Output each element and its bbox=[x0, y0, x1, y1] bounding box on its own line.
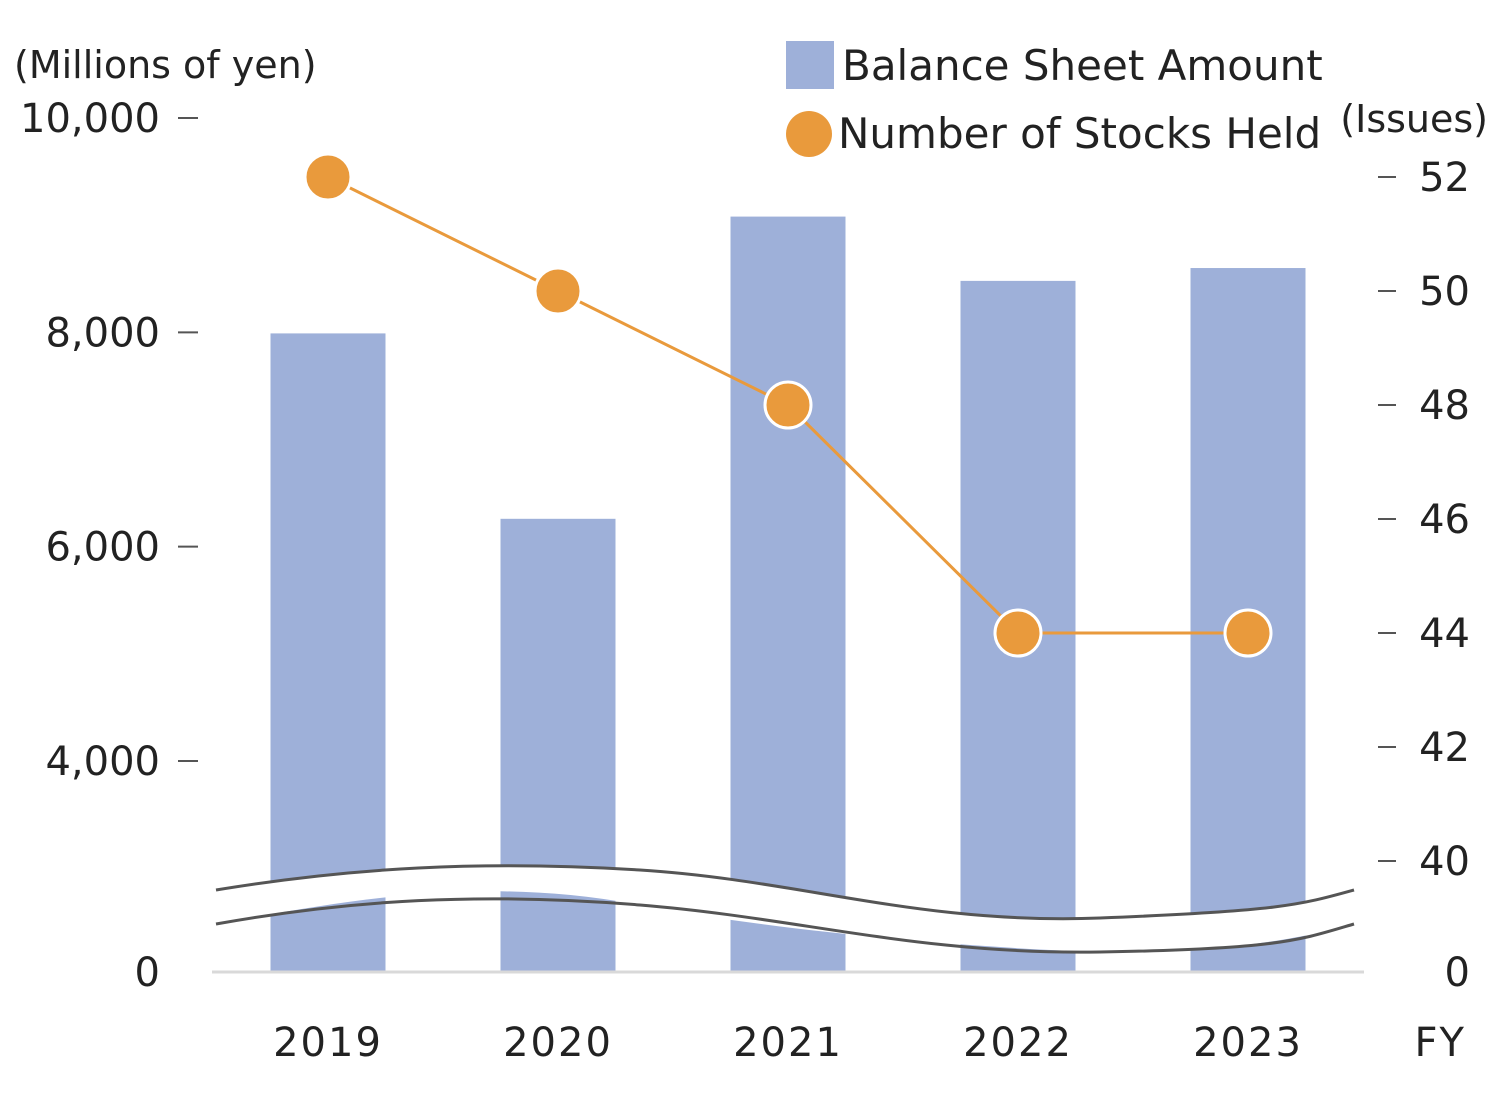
legend-label-line: Number of Stocks Held bbox=[838, 109, 1321, 158]
category-label: 2023 bbox=[1193, 1020, 1303, 1066]
axis-break-line-bottom bbox=[215, 897, 1355, 954]
left-axis: 0 4,000 6,000 8,000 10,000 bbox=[20, 96, 198, 996]
x-axis: 2019 2020 2021 2022 2023 bbox=[273, 1020, 1303, 1066]
right-tick-label: 50 bbox=[1419, 269, 1470, 315]
category-label: 2019 bbox=[273, 1020, 383, 1066]
right-tick-label: 52 bbox=[1419, 155, 1470, 201]
right-tick-label: 46 bbox=[1419, 497, 1470, 543]
left-axis-title: (Millions of yen) bbox=[14, 43, 317, 87]
left-tick-label: 6,000 bbox=[45, 525, 160, 571]
right-tick-label: 42 bbox=[1419, 725, 1470, 771]
category-label: 2020 bbox=[503, 1020, 613, 1066]
bar bbox=[500, 518, 616, 972]
line-series bbox=[303, 152, 1273, 658]
legend-marker-line bbox=[786, 111, 832, 157]
right-tick-label: 40 bbox=[1419, 839, 1470, 885]
left-tick-label: 8,000 bbox=[45, 310, 160, 356]
left-tick-label: 4,000 bbox=[45, 739, 160, 785]
legend: Balance Sheet Amount Number of Stocks He… bbox=[786, 41, 1323, 158]
legend-label-bar: Balance Sheet Amount bbox=[842, 41, 1323, 90]
axis-break bbox=[215, 864, 1355, 954]
legend-swatch-bar bbox=[786, 41, 834, 89]
line-point bbox=[533, 266, 583, 316]
right-tick-label: 0 bbox=[1445, 950, 1470, 996]
line-point bbox=[303, 152, 353, 202]
line-point bbox=[993, 608, 1043, 658]
bar bbox=[730, 216, 846, 973]
bar bbox=[270, 333, 386, 972]
right-axis-title: (Issues) bbox=[1340, 97, 1488, 141]
right-tick-label: 48 bbox=[1419, 383, 1470, 429]
line-point bbox=[763, 380, 813, 430]
category-label: 2022 bbox=[963, 1020, 1073, 1066]
bar-series bbox=[270, 216, 1306, 973]
category-label: 2021 bbox=[733, 1020, 843, 1066]
right-axis: 0 40 42 44 46 48 50 52 bbox=[1378, 155, 1470, 996]
left-tick-label: 10,000 bbox=[20, 96, 160, 142]
right-tick-label: 44 bbox=[1419, 611, 1470, 657]
x-axis-title: FY bbox=[1415, 1020, 1466, 1066]
left-tick-label: 0 bbox=[135, 950, 160, 996]
axis-break-line-top bbox=[215, 864, 1355, 921]
axis-break-band bbox=[216, 865, 1354, 953]
line-point bbox=[1223, 608, 1273, 658]
